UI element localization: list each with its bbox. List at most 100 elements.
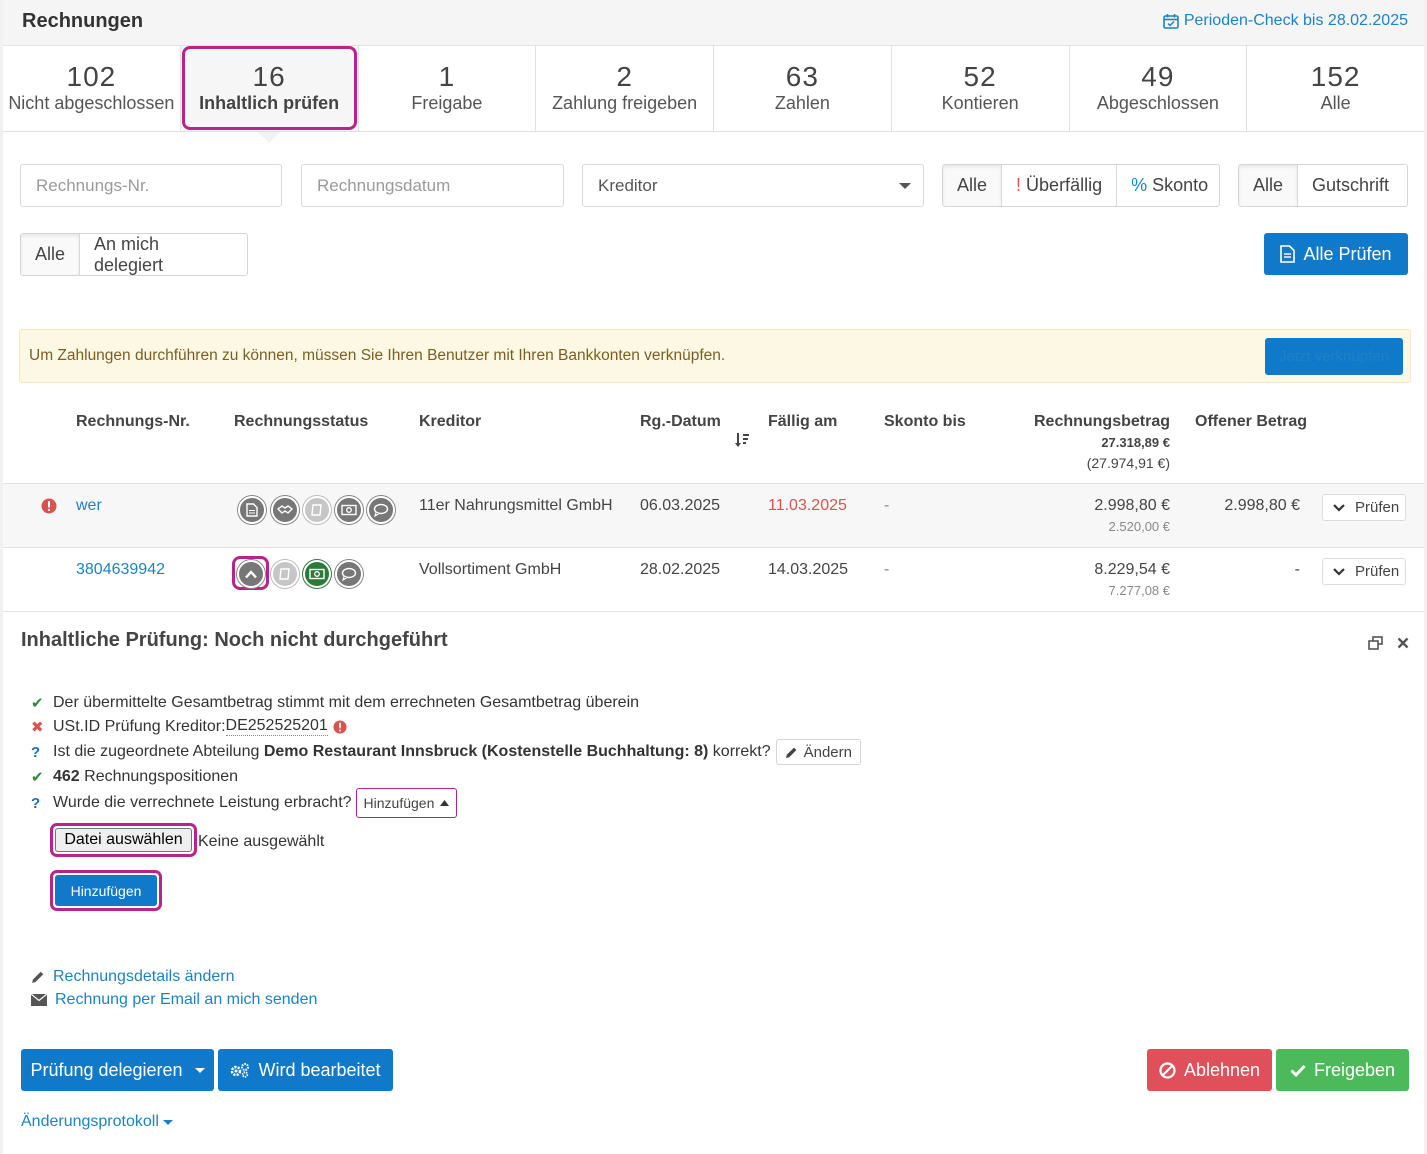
filter-type-all[interactable]: Alle <box>1239 165 1299 206</box>
col-status[interactable]: Rechnungsstatus <box>234 413 369 430</box>
col-due[interactable]: Fällig am <box>768 413 838 430</box>
tab-label: Alle <box>1320 93 1351 113</box>
type-filter-group: Alle Gutschrift <box>1238 164 1408 207</box>
link-now-button[interactable]: Jetzt verknüpfen <box>1265 338 1403 375</box>
filter-overdue[interactable]: ! Überfällig <box>1002 165 1118 206</box>
filter-delegated-to-me[interactable]: An mich delegiert <box>94 233 164 275</box>
check-button[interactable]: Prüfen <box>1322 494 1406 521</box>
in-progress-button[interactable]: Wird bearbeitet <box>218 1049 393 1091</box>
close-icon[interactable] <box>1397 637 1409 649</box>
vat-id-value[interactable]: DE252525201 <box>225 717 328 736</box>
invoice-date-input[interactable]: Rechnungsdatum <box>301 164 564 207</box>
invoice-number-link[interactable]: wer <box>76 497 102 514</box>
check-all-button[interactable]: Alle Prüfen <box>1264 233 1408 275</box>
col-open-amount[interactable]: Offener Betrag <box>1195 413 1308 430</box>
col-skonto[interactable]: Skonto bis <box>884 413 966 430</box>
tab-label: Kontieren <box>941 93 1019 113</box>
envelope-icon <box>31 994 47 1006</box>
send-email-link[interactable]: Rechnung per Email an mich senden <box>31 991 317 1009</box>
filter-skonto[interactable]: % Skonto <box>1117 165 1219 206</box>
col-invoice-no[interactable]: Rechnungs-Nr. <box>76 413 190 430</box>
review-panel: Inhaltliche Prüfung: Noch nicht durchgef… <box>3 611 1424 1154</box>
window-restore-icon[interactable] <box>1368 636 1383 650</box>
dept-name: Demo Restaurant Innsbruck (Kostenstelle … <box>263 743 709 760</box>
filter-delegate-all[interactable]: Alle <box>21 234 81 275</box>
add-file-button[interactable]: Hinzufügen <box>55 875 157 906</box>
due-filter-group: Alle ! Überfällig % Skonto <box>942 164 1220 207</box>
ledger-icon[interactable] <box>303 496 331 524</box>
document-status-icon[interactable] <box>238 496 266 524</box>
col-date[interactable]: Rg.-Datum <box>640 413 721 430</box>
highlight-frame: Datei auswählen <box>50 823 197 857</box>
comment-icon[interactable] <box>335 560 363 588</box>
tab-nicht-abgeschlossen[interactable]: 102 Nicht abgeschlossen <box>3 46 181 131</box>
choose-file-button[interactable]: Datei auswählen <box>55 828 192 852</box>
changelog-toggle[interactable]: Änderungsprotokoll <box>21 1113 173 1131</box>
comment-icon[interactable] <box>367 496 395 524</box>
check-vat-id: ✖ USt.ID Prüfung Kreditor: DE252525201 <box>31 717 347 736</box>
check-button-label: Prüfen <box>1355 563 1400 580</box>
table-row[interactable]: 3804639942 Vollsortiment GmbH 28.02.2025… <box>3 547 1424 611</box>
tab-inhaltlich-pruefen[interactable]: 16 Inhaltlich prüfen <box>180 46 359 143</box>
check-icon <box>1290 1064 1306 1077</box>
add-proof-toggle-label: Hinzufügen <box>363 795 435 811</box>
reject-label: Ablehnen <box>1183 1059 1261 1080</box>
money-icon[interactable] <box>335 496 363 524</box>
tab-abgeschlossen[interactable]: 49 Abgeschlossen <box>1070 46 1248 131</box>
positions-label: Rechnungspositionen <box>79 768 239 785</box>
tab-freigabe[interactable]: 1 Freigabe <box>359 46 537 131</box>
skonto-date: - <box>884 497 890 514</box>
edit-details-link[interactable]: Rechnungsdetails ändern <box>31 968 234 986</box>
ledger-icon[interactable] <box>271 560 299 588</box>
tab-kontieren[interactable]: 52 Kontieren <box>892 46 1070 131</box>
edit-details-label: Rechnungsdetails ändern <box>53 968 235 985</box>
tab-label: Zahlung freigeben <box>552 93 698 113</box>
invoice-date: 06.03.2025 <box>640 497 721 514</box>
open-amount: 2.998,80 € <box>1224 497 1300 514</box>
highlight-frame <box>232 556 269 590</box>
filter-due-all[interactable]: Alle <box>943 165 1003 206</box>
invoice-number-link[interactable]: 3804639942 <box>76 561 165 578</box>
invoice-amount: 2.998,80 € <box>1094 497 1170 514</box>
tab-zahlen[interactable]: 63 Zahlen <box>714 46 892 131</box>
caret-down-icon <box>162 1119 173 1125</box>
add-proof-toggle[interactable]: Hinzufügen <box>355 788 458 818</box>
pencil-icon <box>32 971 44 983</box>
invoice-amount: 8.229,54 € <box>1094 561 1170 578</box>
question-icon: ? <box>31 743 41 761</box>
period-check-link[interactable]: Perioden-Check bis 28.02.2025 <box>1163 12 1408 30</box>
due-date: 14.03.2025 <box>768 561 849 578</box>
tab-count: 52 <box>963 61 997 92</box>
highlight-frame: Hinzufügen <box>50 870 162 911</box>
check-icon: ✔ <box>31 769 44 786</box>
service-question: Wurde die verrechnete Leistung erbracht? <box>53 794 352 811</box>
reject-button[interactable]: Ablehnen <box>1147 1049 1272 1091</box>
table-row[interactable]: wer 11er Nahrungsmittel GmbH 06.03.2025 … <box>3 483 1424 547</box>
alert-message: Um Zahlungen durchführen zu können, müss… <box>29 347 726 364</box>
filter-credit-note[interactable]: Gutschrift <box>1312 175 1390 195</box>
money-icon[interactable] <box>303 560 331 588</box>
percent-icon: % <box>1131 175 1148 195</box>
invoice-number-input[interactable]: Rechnungs-Nr. <box>20 164 282 207</box>
approve-button[interactable]: Freigeben <box>1276 1049 1409 1091</box>
chevron-up-icon[interactable] <box>237 560 265 588</box>
handshake-icon[interactable] <box>271 496 299 524</box>
tab-zahlung-freigeben[interactable]: 2 Zahlung freigeben <box>536 46 714 131</box>
delegate-review-button[interactable]: Prüfung delegieren <box>21 1049 214 1091</box>
tab-alle[interactable]: 152 Alle <box>1247 46 1424 131</box>
col-amount[interactable]: Rechnungsbetrag <box>1033 413 1170 430</box>
cross-icon: ✖ <box>31 718 44 736</box>
dept-prefix: Ist die zugeordnete Abteilung <box>53 743 264 760</box>
gears-icon <box>231 1063 250 1078</box>
check-service: ? Wurde die verrechnete Leistung erbrach… <box>31 788 458 818</box>
col-creditor[interactable]: Kreditor <box>419 413 482 430</box>
tab-count: 2 <box>616 61 633 92</box>
check-button[interactable]: Prüfen <box>1322 558 1406 585</box>
open-amount: - <box>1294 561 1300 578</box>
sort-desc-icon[interactable] <box>734 432 750 448</box>
creditor-select[interactable]: Kreditor <box>582 164 924 207</box>
tab-count: 1 <box>438 61 456 92</box>
invoice-amount-net: 2.520,00 € <box>1108 519 1170 534</box>
check-all-label: Alle Prüfen <box>1303 243 1392 264</box>
change-department-button[interactable]: Ändern <box>775 739 861 765</box>
